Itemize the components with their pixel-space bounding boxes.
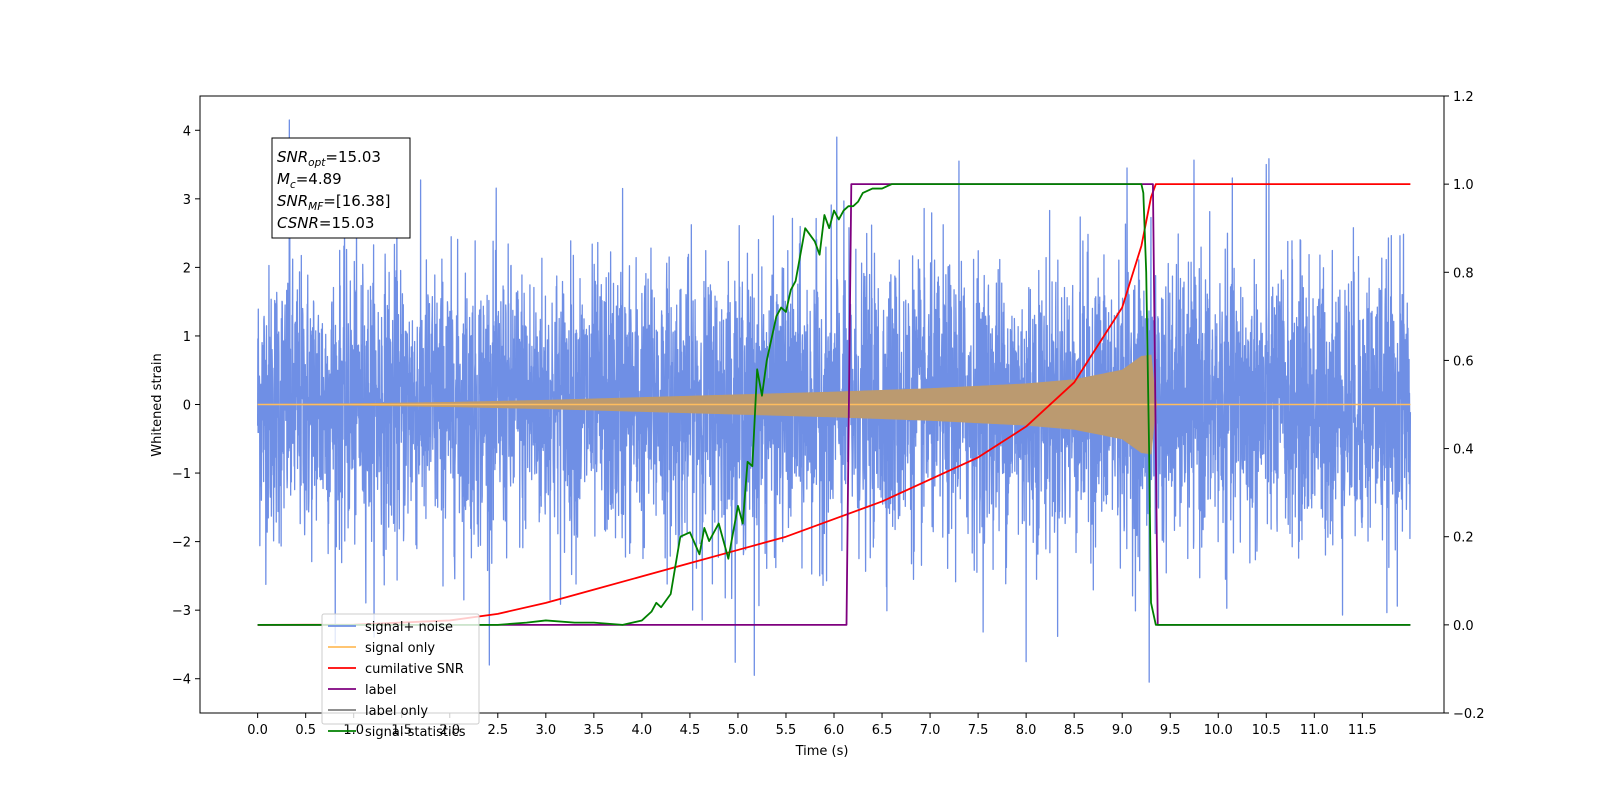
info-subscript: MF: [308, 201, 324, 213]
y2-tick-label: 0.4: [1453, 443, 1474, 458]
info-symbol: SNR: [277, 192, 308, 210]
legend-entry: signal statistics: [365, 725, 466, 740]
y2-tick-label: 1.2: [1453, 90, 1474, 105]
y2-tick-label: 0.0: [1453, 619, 1474, 634]
info-subscript: c: [290, 179, 296, 191]
x-tick-label: 11.5: [1348, 723, 1377, 738]
x-tick-label: 6.0: [824, 723, 845, 738]
info-symbol: SNR: [277, 148, 308, 166]
info-symbol: M: [277, 170, 290, 188]
y-axis-label: Whitened strain: [150, 353, 165, 456]
y2-tick-label: 1.0: [1453, 178, 1474, 193]
info-box-frame: [271, 137, 411, 239]
x-tick-label: 7.0: [920, 723, 941, 738]
x-axis-label: Time (s): [795, 744, 849, 759]
legend-entry: label: [365, 683, 396, 698]
legend: signal+ noise signal only cumilative SNR la…: [321, 613, 480, 740]
y2-tick-label: 0.8: [1453, 266, 1474, 281]
info-symbol: CSNR: [277, 214, 319, 232]
y2-tick-label: 0.6: [1453, 354, 1474, 369]
info-box: SNRopt=15.03Mc=4.89SNRMF=[16.38]CSNR=15.…: [271, 137, 411, 239]
y-tick-label: 1: [183, 330, 191, 345]
x-tick-label: 0.0: [247, 723, 268, 738]
y-tick-label: 0: [183, 399, 191, 414]
y2-tick-label: −0.2: [1453, 707, 1485, 722]
x-tick-label: 3.5: [584, 723, 605, 738]
x-tick-label: 10.5: [1252, 723, 1281, 738]
info-value: =15.03: [325, 148, 381, 166]
y-axis-right: −0.2 0.0 0.2 0.4 0.6 0.8 1.0 1.2: [1444, 90, 1485, 722]
x-tick-label: 3.0: [535, 723, 556, 738]
y-tick-label: 3: [183, 193, 191, 208]
y-axis-left: −4 −3 −2 −1 0 1 2 3 4: [172, 124, 200, 688]
plot-area: [256, 119, 1412, 683]
series-cumilative-snr: [257, 183, 1411, 626]
info-value: =15.03: [319, 214, 375, 232]
y-tick-label: 4: [183, 124, 191, 139]
x-tick-label: 5.0: [728, 723, 749, 738]
series-signal-statistics: [257, 183, 1411, 626]
x-tick-label: 9.5: [1160, 723, 1181, 738]
x-tick-label: 4.0: [632, 723, 653, 738]
info-line: Mc=4.89: [277, 170, 342, 191]
legend-frame: [321, 613, 480, 725]
y-tick-label: −1: [172, 467, 191, 482]
x-tick-label: 10.0: [1204, 723, 1233, 738]
info-value: =4.89: [296, 170, 342, 188]
legend-entry: signal+ noise: [365, 620, 453, 635]
y-tick-label: −3: [172, 604, 191, 619]
info-subscript: opt: [308, 157, 326, 169]
x-axis: 0.0 0.5 1.0 1.5 2.0 2.5 3.0 3.5 4.0 4.5 5.0 5.5 6.0 6…: [247, 713, 1377, 738]
y-tick-label: −4: [172, 673, 191, 688]
info-line: SNRMF=[16.38]: [277, 192, 391, 213]
x-tick-label: 9.0: [1112, 723, 1133, 738]
info-line: CSNR=15.03: [277, 214, 374, 232]
x-tick-label: 8.0: [1016, 723, 1037, 738]
x-tick-label: 11.0: [1300, 723, 1329, 738]
x-tick-label: 2.0: [439, 723, 460, 738]
x-tick-label: 5.5: [776, 723, 797, 738]
info-line: SNRopt=15.03: [277, 148, 381, 169]
x-tick-label: 7.5: [968, 723, 989, 738]
x-tick-label: 0.5: [295, 723, 316, 738]
x-tick-label: 4.5: [680, 723, 701, 738]
y2-tick-label: 0.2: [1453, 531, 1474, 546]
legend-entry: label only: [365, 704, 428, 719]
x-tick-label: 2.5: [487, 723, 508, 738]
y-tick-label: −2: [172, 536, 191, 551]
x-tick-label: 8.5: [1064, 723, 1085, 738]
legend-entry: cumilative SNR: [365, 662, 464, 677]
x-tick-label: 6.5: [872, 723, 893, 738]
info-value: =[16.38]: [323, 192, 390, 210]
y-tick-label: 2: [183, 261, 191, 276]
legend-entry: signal only: [365, 641, 435, 656]
x-tick-label: 1.5: [391, 723, 412, 738]
